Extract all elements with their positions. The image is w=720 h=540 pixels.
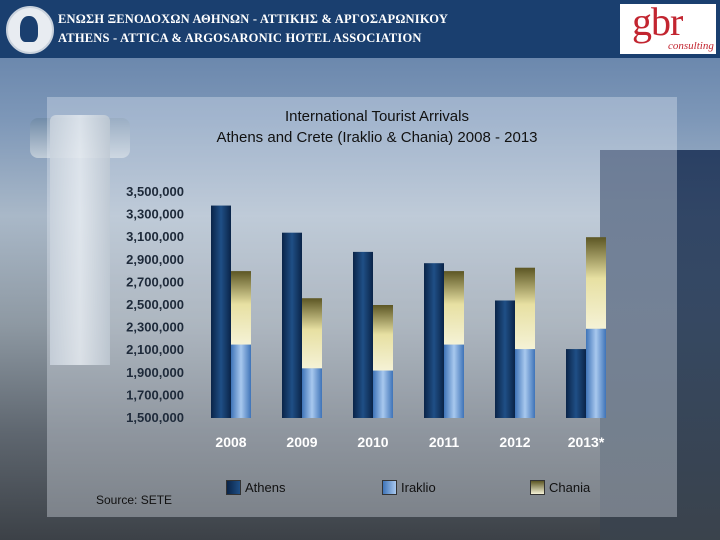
bar-chania-2008: [231, 271, 251, 345]
legend-label-athens: Athens: [245, 479, 286, 495]
bar-athens-2012: [495, 300, 515, 418]
y-tick-label: 1,700,000: [126, 387, 184, 402]
x-tick-label: 2011: [429, 434, 460, 450]
legend-swatch-chania: [530, 479, 545, 495]
bar-iraklio-2009: [302, 368, 322, 418]
bar-athens-2009: [282, 232, 302, 418]
bar-iraklio-2012: [515, 349, 535, 418]
bar-chania-2013: [586, 237, 606, 329]
legend-item-iraklio: Iraklio: [382, 479, 436, 495]
x-tick-label: 2010: [357, 434, 388, 450]
bar-iraklio-2010: [373, 370, 393, 418]
bar-chania-2011: [444, 271, 464, 345]
bar-chania-2010: [373, 305, 393, 371]
x-tick-label: 2008: [215, 434, 246, 450]
x-tick-label: 2013*: [568, 434, 605, 450]
y-tick-label: 3,500,000: [126, 184, 184, 199]
y-tick-label: 2,900,000: [126, 252, 184, 267]
legend-item-athens: Athens: [226, 479, 286, 495]
control-tower: [50, 115, 110, 365]
gbr-logo-subtitle: consulting: [668, 40, 714, 52]
y-tick-label: 2,700,000: [126, 274, 184, 289]
legend-label-chania: Chania: [549, 479, 591, 495]
y-tick-label: 1,900,000: [126, 365, 184, 380]
x-tick-label: 2012: [499, 434, 530, 450]
chart-title: International Tourist Arrivals: [285, 108, 469, 125]
gbr-logo-box: [620, 4, 716, 54]
chart-source: Source: SETE: [96, 493, 173, 507]
y-tick-label: 3,300,000: [126, 207, 184, 222]
bar-athens-2010: [353, 251, 373, 418]
bar-chania-2012: [515, 267, 535, 350]
bar-iraklio-2013: [586, 328, 606, 418]
y-tick-label: 2,300,000: [126, 320, 184, 335]
y-tick-label: 3,100,000: [126, 229, 184, 244]
y-tick-label: 2,100,000: [126, 342, 184, 357]
y-tick-label: 1,500,000: [126, 410, 184, 425]
bar-iraklio-2011: [444, 344, 464, 418]
gbr-logo: gbr: [632, 0, 683, 44]
x-tick-label: 2009: [286, 434, 317, 450]
bar-athens-2008: [211, 205, 231, 418]
background-terminal-lights: [600, 150, 720, 540]
association-logo-icon: [6, 6, 54, 54]
bar-athens-2011: [424, 263, 444, 418]
legend-swatch-iraklio: [382, 479, 397, 495]
chart-subtitle: Athens and Crete (Iraklio & Chania) 2008…: [216, 129, 538, 146]
legend-swatch-athens: [226, 479, 241, 495]
association-name-greek: ΕΝΩΣΗ ΞΕΝΟΔΟΧΩΝ ΑΘΗΝΩΝ - ΑΤΤΙΚΗΣ & ΑΡΓΟΣ…: [58, 12, 449, 26]
header-bar: ΕΝΩΣΗ ΞΕΝΟΔΟΧΩΝ ΑΘΗΝΩΝ - ΑΤΤΙΚΗΣ & ΑΡΓΟΣ…: [0, 0, 720, 58]
y-tick-label: 2,500,000: [126, 297, 184, 312]
bar-athens-2013: [566, 349, 586, 418]
association-name-english: ATHENS - ATTICA & ARGOSARONIC HOTEL ASSO…: [58, 31, 422, 45]
legend-item-chania: Chania: [530, 479, 591, 495]
bar-iraklio-2008: [231, 344, 251, 418]
legend-label-iraklio: Iraklio: [401, 479, 436, 495]
bar-chania-2009: [302, 298, 322, 369]
